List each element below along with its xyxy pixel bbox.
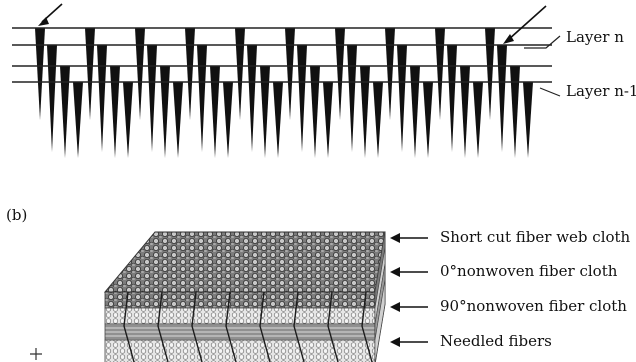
needle-7 <box>123 82 133 158</box>
fabric-block-diagram <box>30 231 428 362</box>
needle-3 <box>73 82 83 158</box>
needle-31 <box>423 82 433 158</box>
needled-fiber-0 <box>123 291 135 362</box>
layer-n-label: Layer n <box>566 28 624 46</box>
needle-33 <box>447 45 457 152</box>
needle-6 <box>110 66 120 158</box>
needle-layer-diagram <box>12 3 561 158</box>
needled-fiber-6 <box>327 291 339 362</box>
needle-27 <box>373 82 383 158</box>
needle-4 <box>85 28 95 120</box>
needle-30 <box>410 66 420 158</box>
needle-23 <box>323 82 333 158</box>
needle-21 <box>297 45 307 152</box>
needle-1 <box>47 45 57 152</box>
needle-38 <box>510 66 520 158</box>
fabric-front-short-cut-layer <box>104 291 376 309</box>
label-arrows <box>390 233 428 347</box>
side-band-3 <box>374 279 386 362</box>
needle-32 <box>435 28 445 120</box>
needle-8 <box>135 28 145 120</box>
fabric-top-face <box>103 231 386 293</box>
needle-0 <box>35 28 45 120</box>
needle-25 <box>347 45 357 152</box>
needled-fiber-7 <box>361 291 373 362</box>
needled-fiber-3 <box>225 291 237 362</box>
needled-fiber-2 <box>191 291 203 362</box>
needle-29 <box>397 45 407 152</box>
needle-22 <box>310 66 320 158</box>
arrow-right <box>507 5 547 41</box>
needle-5 <box>97 45 107 152</box>
fabric-side-bands <box>374 231 386 362</box>
needle-16 <box>235 28 245 120</box>
short-cut-fiber-label: Short cut fiber web cloth <box>440 228 631 246</box>
needle-9 <box>147 45 157 152</box>
needled-fiber-4 <box>259 291 271 362</box>
needle-10 <box>160 66 170 158</box>
arrow-right-head <box>503 34 514 44</box>
needle-18 <box>260 66 270 158</box>
needle-15 <box>223 82 233 158</box>
needle-35 <box>473 82 483 158</box>
nonwoven-90-label: 90°nonwoven fiber cloth <box>440 297 627 315</box>
needle-group <box>35 28 533 158</box>
fabric-front-90deg-layer <box>104 323 376 341</box>
needle-34 <box>460 66 470 158</box>
needle-28 <box>385 28 395 120</box>
axis-mark <box>30 348 42 360</box>
layer-n1-label: Layer n-1 <box>566 82 636 100</box>
needled-fiber-5 <box>293 291 305 362</box>
needle-36 <box>485 28 495 120</box>
needle-11 <box>173 82 183 158</box>
needle-12 <box>185 28 195 120</box>
nonwoven-0-label: 0°nonwoven fiber cloth <box>440 262 618 280</box>
needle-20 <box>285 28 295 120</box>
needle-13 <box>197 45 207 152</box>
needled-fiber-1 <box>157 291 169 362</box>
arrow-left-head <box>38 17 49 26</box>
needle-24 <box>335 28 345 120</box>
leader-layer-n1 <box>539 87 561 97</box>
needled-fiber-strands <box>123 291 373 362</box>
needle-17 <box>247 45 257 152</box>
needle-37 <box>497 45 507 152</box>
panel-b-label: (b) <box>6 206 28 224</box>
needle-14 <box>210 66 220 158</box>
needle-19 <box>273 82 283 158</box>
needle-26 <box>360 66 370 158</box>
leader-layer-n <box>524 35 561 49</box>
fabric-front-0deg-layer <box>104 307 376 325</box>
needle-39 <box>523 82 533 158</box>
needle-2 <box>60 66 70 158</box>
needled-fibers-label: Needled fibers <box>440 332 552 350</box>
